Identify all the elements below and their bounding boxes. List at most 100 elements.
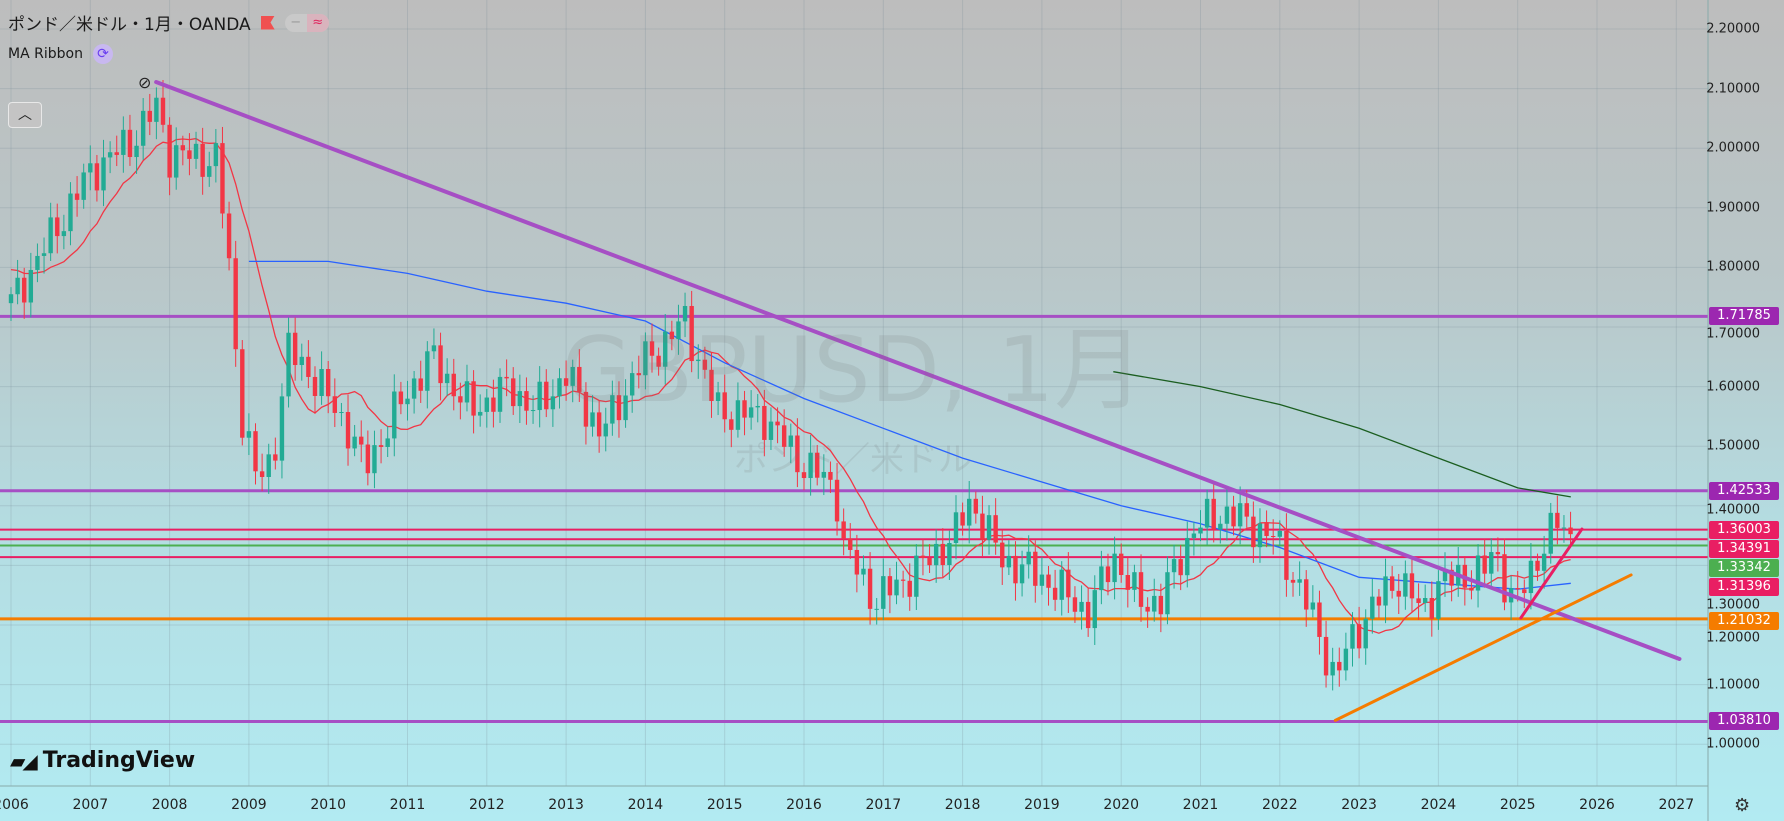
candle-body bbox=[1568, 527, 1573, 535]
candle-body bbox=[385, 438, 390, 447]
candle-body bbox=[127, 129, 133, 158]
candle-body bbox=[438, 345, 443, 384]
candle-body bbox=[365, 444, 371, 474]
flag-icon[interactable] bbox=[260, 15, 275, 30]
candle-body bbox=[1046, 574, 1051, 588]
trend-line-purple[interactable] bbox=[154, 80, 1682, 661]
candle-body bbox=[392, 391, 397, 439]
trend-line-orange[interactable] bbox=[1333, 573, 1633, 722]
candle-body bbox=[1138, 572, 1144, 607]
candle-body bbox=[55, 217, 60, 237]
candle-body bbox=[821, 471, 827, 478]
symbol-legend[interactable]: ポンド／米ドル・1月・OANDA − ≈ bbox=[8, 10, 329, 35]
candle-body bbox=[729, 419, 734, 430]
candle-body bbox=[312, 376, 318, 396]
candle-body bbox=[1403, 573, 1408, 597]
candle-body bbox=[881, 576, 886, 609]
candle-body bbox=[359, 436, 364, 445]
candle-body bbox=[1482, 555, 1487, 574]
candle-body bbox=[1376, 596, 1382, 606]
collapse-legend-button[interactable]: ︿ bbox=[8, 102, 42, 128]
candle-body bbox=[1422, 598, 1428, 604]
minus-icon[interactable]: − bbox=[290, 14, 302, 30]
candle-body bbox=[35, 255, 40, 270]
candle-body bbox=[174, 145, 179, 178]
candle-body bbox=[451, 373, 456, 397]
candle-body bbox=[524, 391, 529, 411]
candle-body bbox=[616, 395, 622, 421]
time-tick-label: 2009 bbox=[231, 797, 267, 813]
candle-body bbox=[563, 378, 569, 386]
candle-body bbox=[748, 407, 754, 418]
price-tick-label: 2.00000 bbox=[1706, 140, 1760, 156]
candle-body bbox=[550, 396, 556, 410]
candle-body bbox=[1416, 598, 1421, 604]
candle-body bbox=[94, 163, 100, 191]
price-badge: 1.31396 bbox=[1709, 578, 1779, 596]
candle-body bbox=[1158, 595, 1164, 615]
candle-body bbox=[848, 538, 853, 550]
candle-body bbox=[940, 543, 945, 566]
candle-body bbox=[530, 410, 536, 412]
time-tick-label: 2018 bbox=[944, 797, 981, 813]
candle-body bbox=[1337, 661, 1342, 671]
candle-body bbox=[1436, 581, 1441, 619]
approx-icon[interactable]: ≈ bbox=[306, 13, 329, 32]
indicator-legend[interactable]: MA Ribbon ⟳ bbox=[8, 44, 113, 64]
candle-body bbox=[246, 431, 252, 438]
trend-lines[interactable] bbox=[154, 80, 1682, 722]
candle-body bbox=[643, 341, 648, 376]
candle-body bbox=[1495, 552, 1501, 555]
sync-icon[interactable]: ⟳ bbox=[92, 44, 113, 64]
pill-toggle[interactable]: − ≈ bbox=[284, 13, 329, 32]
candle-body bbox=[788, 435, 793, 447]
candle-body bbox=[927, 557, 932, 566]
price-tick-label: 1.20000 bbox=[1706, 630, 1760, 646]
price-tick-label: 1.90000 bbox=[1706, 200, 1760, 216]
time-tick-label: 2006 bbox=[0, 797, 29, 813]
candle-body bbox=[907, 580, 912, 597]
candle-body bbox=[41, 253, 47, 256]
candle-body bbox=[1085, 601, 1091, 629]
time-tick-label: 2008 bbox=[151, 797, 188, 813]
price-tick-label: 1.60000 bbox=[1706, 379, 1760, 395]
candle-body bbox=[722, 392, 727, 420]
candle-body bbox=[1489, 552, 1494, 574]
candle-body bbox=[623, 395, 628, 421]
candle-body bbox=[1548, 512, 1553, 554]
candle-body bbox=[715, 392, 721, 401]
price-tick-label: 1.80000 bbox=[1706, 259, 1760, 275]
candle-body bbox=[1469, 587, 1474, 591]
watermark-name: ポンド／米ドル bbox=[734, 440, 972, 480]
symbol-title: ポンド／米ドル・1月・OANDA bbox=[8, 15, 251, 35]
time-tick-label: 2017 bbox=[865, 797, 902, 813]
candle-body bbox=[1072, 597, 1078, 612]
time-tick-label: 2011 bbox=[389, 797, 426, 813]
candle-body bbox=[1251, 516, 1256, 548]
candle-body bbox=[511, 378, 516, 407]
candle-body bbox=[953, 512, 959, 543]
time-tick-label: 2010 bbox=[310, 797, 347, 813]
candle-body bbox=[484, 397, 489, 412]
candle-body bbox=[993, 515, 998, 543]
price-tick-label: 2.10000 bbox=[1706, 81, 1760, 97]
settings-icon[interactable]: ⚙ bbox=[1734, 795, 1751, 816]
candle-body bbox=[101, 157, 106, 191]
candle-body bbox=[808, 452, 813, 479]
candle-body bbox=[656, 355, 661, 367]
candle-body bbox=[319, 369, 324, 396]
tradingview-logo[interactable]: ▰◢ TradingView bbox=[10, 748, 195, 773]
candle-body bbox=[1350, 624, 1355, 649]
price-badge: 1.36003 bbox=[1709, 521, 1779, 539]
candle-body bbox=[596, 412, 602, 437]
logo-text: TradingView bbox=[42, 748, 196, 773]
candle-body bbox=[887, 576, 893, 596]
trend-line-pink[interactable] bbox=[1519, 527, 1584, 620]
candle-body bbox=[1132, 572, 1137, 590]
candle-body bbox=[1429, 598, 1434, 619]
candle-body bbox=[980, 513, 985, 540]
candle-body bbox=[663, 331, 668, 367]
eye-slash-icon[interactable]: ⊘ bbox=[138, 73, 152, 92]
candle-body bbox=[1323, 636, 1329, 676]
